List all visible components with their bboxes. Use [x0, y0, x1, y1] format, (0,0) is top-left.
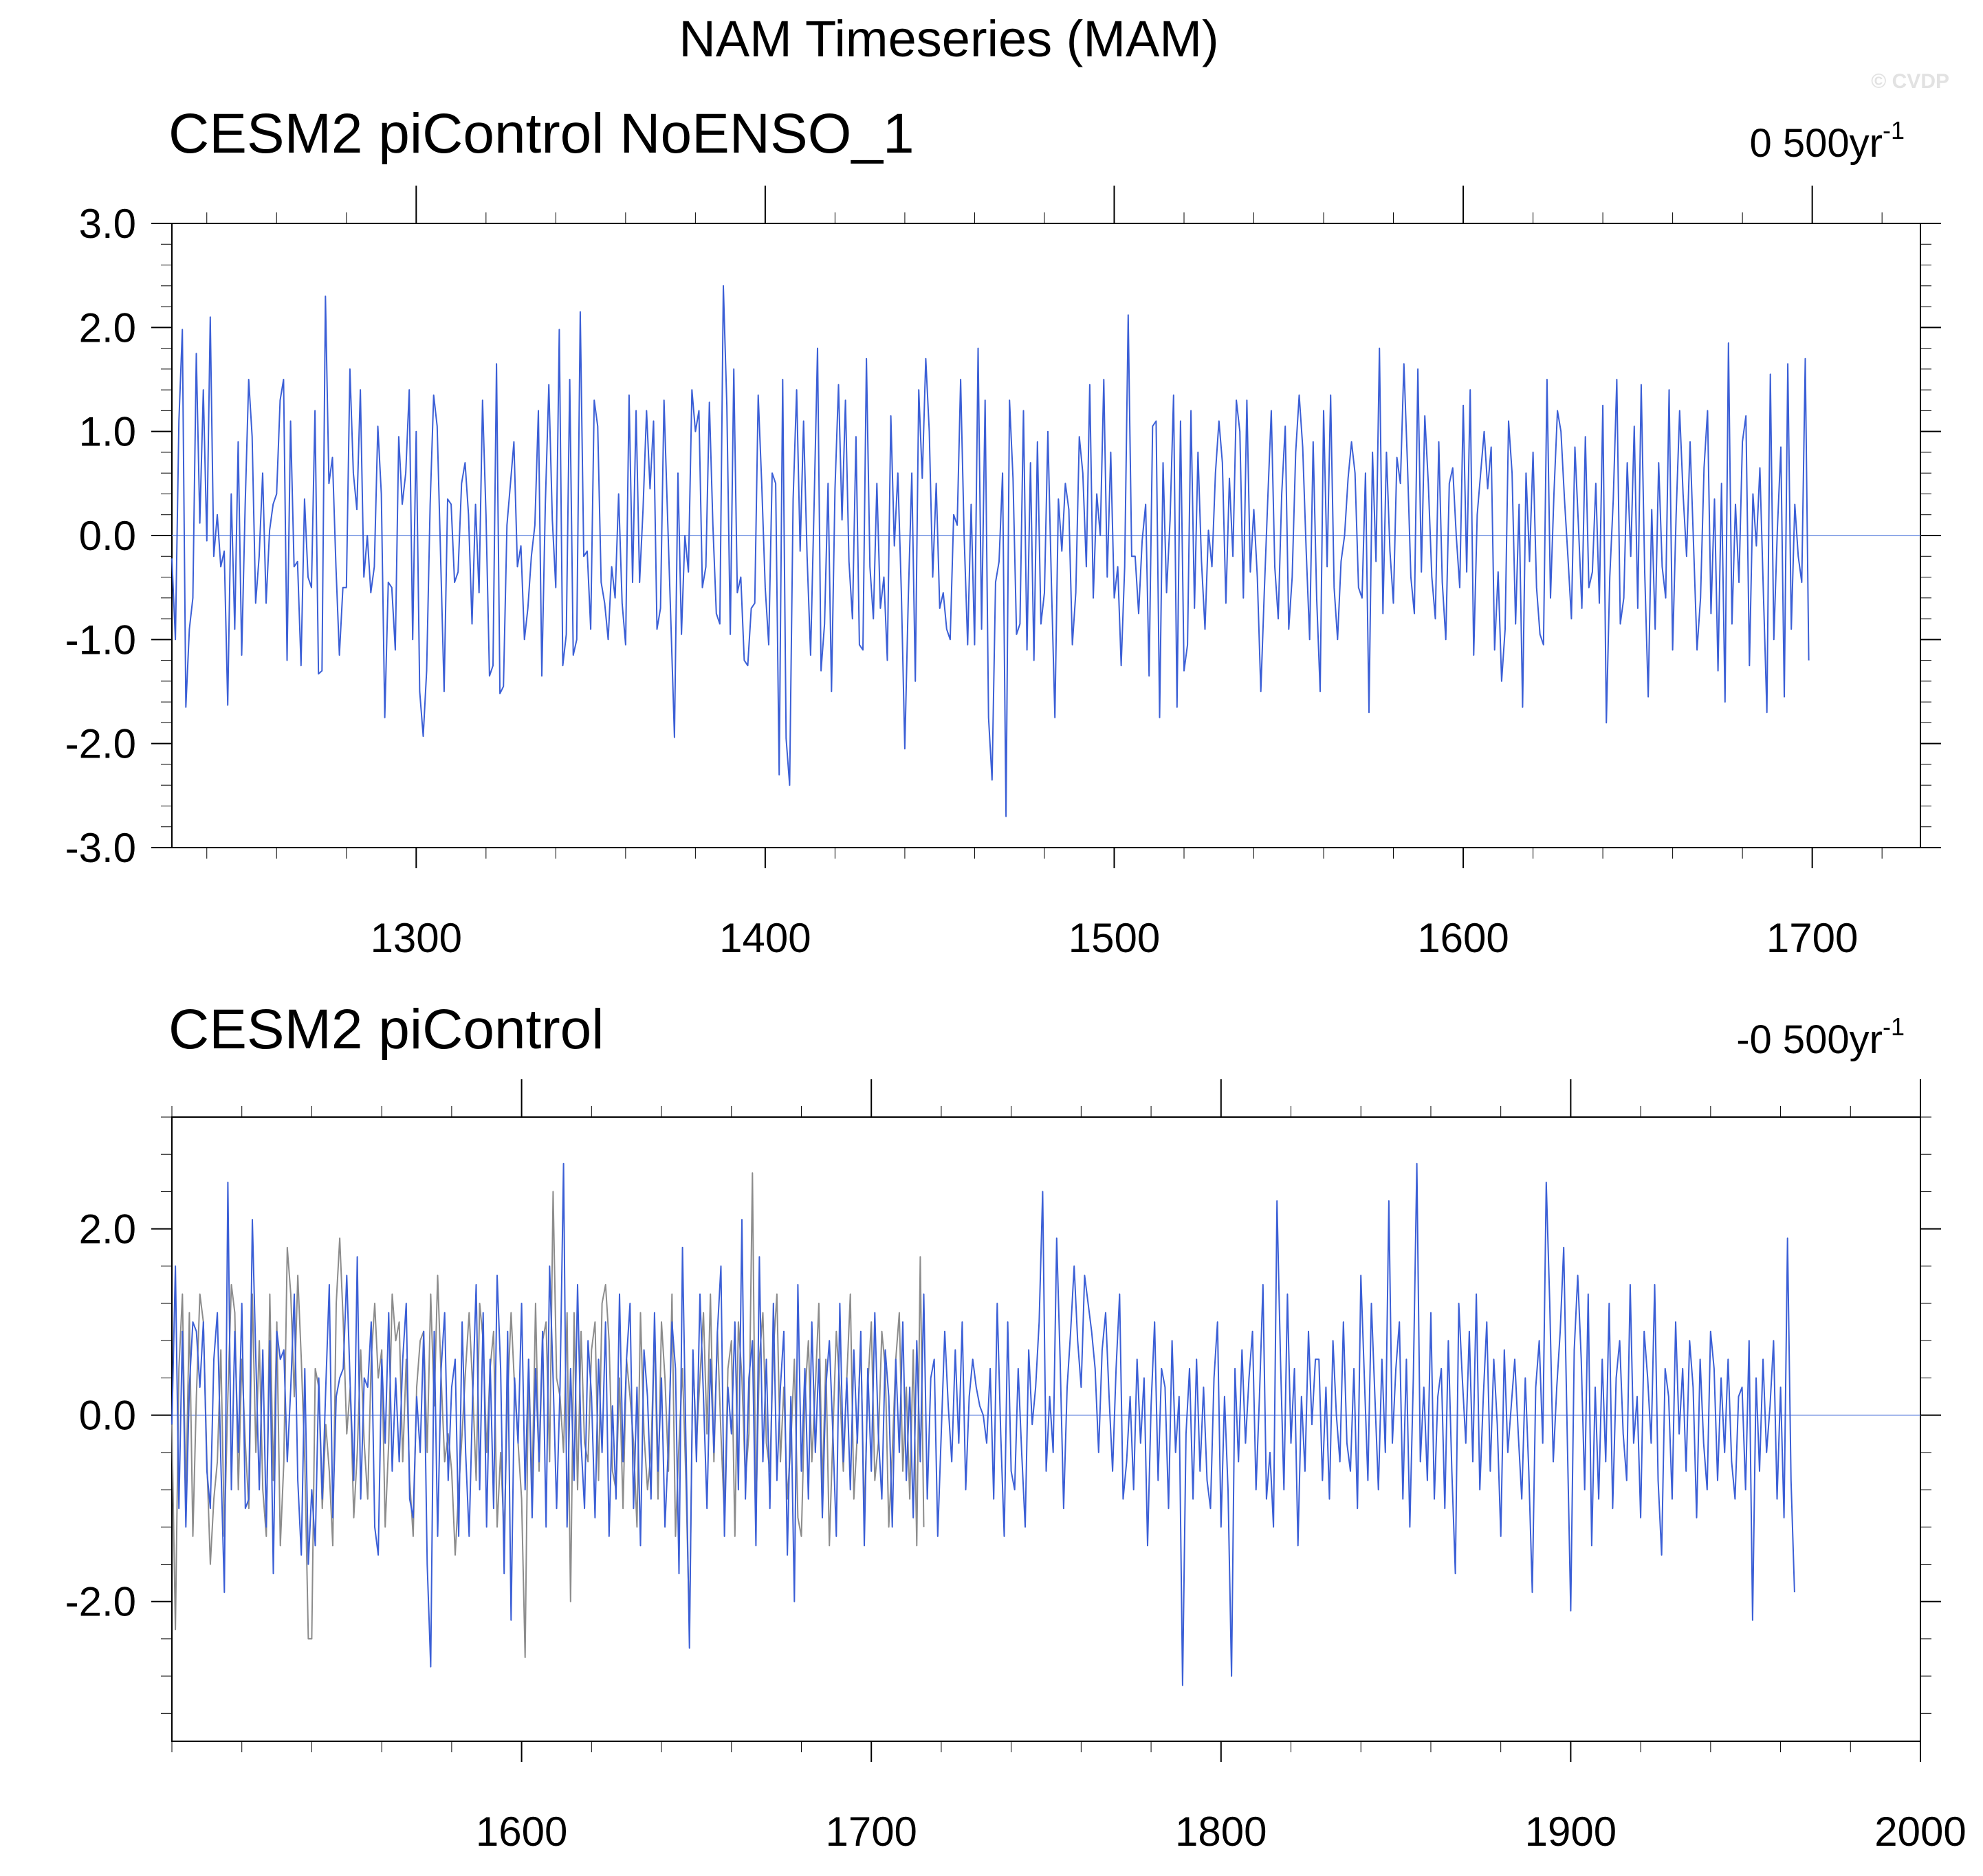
- panel-2-xtick-label: 2000: [1874, 1809, 1966, 1855]
- panel-1-chart: CESM2 piControl NoENSO_1 0 500yr-1 3.0 2…: [65, 102, 1941, 961]
- panel-2-ticks: [151, 1079, 1941, 1762]
- panel-2-trend-superscript: -1: [1883, 1013, 1905, 1041]
- main-title: NAM Timeseries (MAM): [679, 10, 1218, 67]
- panel-1-xtick-label: 1500: [1069, 915, 1160, 961]
- panel-1-xtick-label: 1600: [1417, 915, 1509, 961]
- panel-1-ytick-label: 0.0: [79, 513, 136, 559]
- panel-1-ticks: [151, 186, 1941, 868]
- panel-2-ytick-label: -2.0: [65, 1579, 136, 1625]
- panel-1-ytick-label: 3.0: [79, 201, 136, 247]
- panel-2-title: CESM2 piControl: [168, 998, 604, 1061]
- panel-2-ytick-label: 2.0: [79, 1206, 136, 1252]
- panel-1-ytick-label: -3.0: [65, 825, 136, 871]
- panel-2-xtick-label: 1700: [825, 1809, 917, 1855]
- panel-1-ytick-label: -1.0: [65, 617, 136, 663]
- panel-2-xtick-label: 1900: [1525, 1809, 1617, 1855]
- panel-2-xtick-label: 1600: [476, 1809, 567, 1855]
- panel-1-trend-label: 0 500yr-1: [1750, 116, 1905, 166]
- panel-1-ytick-label: -2.0: [65, 721, 136, 767]
- panel-1-xtick-label: 1400: [719, 915, 811, 961]
- panel-1-ytick-label: 1.0: [79, 409, 136, 455]
- panel-1-series-line: [171, 285, 1810, 817]
- panel-1-trend-superscript: -1: [1883, 116, 1905, 144]
- panel-2-xtick-label: 1800: [1175, 1809, 1267, 1855]
- panel-1-xtick-label: 1700: [1766, 915, 1858, 961]
- panel-2-chart: CESM2 piControl -0 500yr-1 2.0 0.0 -2.0 …: [65, 998, 1966, 1855]
- panel-2-series-line: [171, 1162, 1795, 1686]
- panel-1-ytick-label: 2.0: [79, 305, 136, 351]
- panel-1-title: CESM2 piControl NoENSO_1: [168, 102, 914, 165]
- watermark: © CVDP: [1871, 70, 1949, 93]
- panel-2-ytick-label: 0.0: [79, 1393, 136, 1439]
- panel-2-trend-label: -0 500yr-1: [1736, 1013, 1905, 1062]
- panel-1-xtick-label: 1300: [371, 915, 462, 961]
